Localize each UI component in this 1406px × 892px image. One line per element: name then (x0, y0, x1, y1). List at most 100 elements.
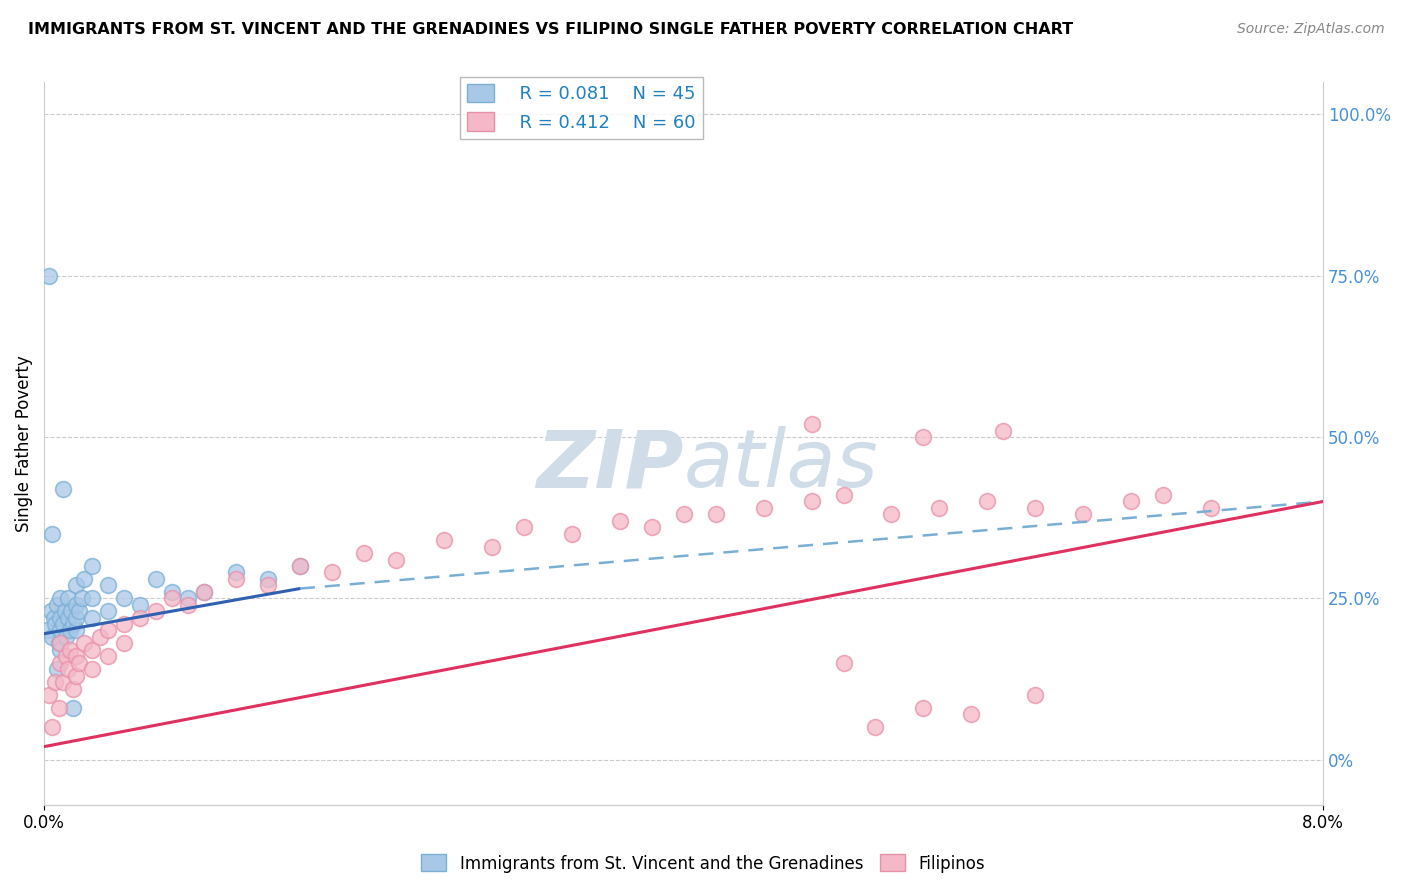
Point (129, 610, 152, 624)
Point (59, 643, 82, 657)
Point (56, 591, 79, 606)
Point (67, 604, 90, 618)
Point (52, 482, 75, 496)
Point (41, 526, 63, 541)
Point (80, 662, 103, 676)
Point (80, 610, 103, 624)
Point (65, 598, 87, 612)
Point (48, 636, 70, 650)
Point (62, 701, 84, 715)
Point (44, 675, 66, 690)
Legend: Immigrants from St. Vincent and the Grenadines, Filipinos: Immigrants from St. Vincent and the Gren… (415, 847, 991, 880)
Point (129, 598, 152, 612)
Point (704, 508, 727, 522)
Point (112, 591, 135, 606)
Point (1024, 500, 1046, 515)
Point (640, 520, 662, 534)
Point (72, 591, 94, 606)
Point (1152, 488, 1174, 502)
Point (39, 604, 62, 618)
Point (288, 559, 311, 574)
Point (41, 720, 63, 734)
Point (1121, 494, 1143, 508)
Legend:   R = 0.081    N = 45,   R = 0.412    N = 60: R = 0.081 N = 45, R = 0.412 N = 60 (460, 77, 703, 139)
Point (976, 494, 998, 508)
Point (80, 559, 103, 574)
Point (49, 643, 72, 657)
Point (53, 604, 76, 618)
Point (112, 636, 135, 650)
Point (225, 566, 247, 580)
Point (353, 546, 375, 560)
Point (41, 630, 63, 644)
Point (145, 604, 167, 618)
Point (481, 540, 503, 554)
Point (44, 617, 66, 632)
Point (37, 624, 59, 638)
Point (257, 578, 280, 592)
Point (45, 662, 67, 676)
Point (513, 520, 536, 534)
Point (65, 649, 87, 664)
Point (288, 559, 311, 574)
Point (49, 636, 72, 650)
Point (193, 584, 215, 599)
Text: atlas: atlas (683, 426, 879, 504)
Point (177, 591, 200, 606)
Point (928, 500, 950, 515)
Point (97, 624, 120, 638)
Point (62, 617, 84, 632)
Point (49, 656, 72, 670)
Point (177, 598, 200, 612)
Point (145, 572, 167, 586)
Point (49, 591, 72, 606)
Point (832, 656, 855, 670)
Text: IMMIGRANTS FROM ST. VINCENT AND THE GRENADINES VS FILIPINO SINGLE FATHER POVERTY: IMMIGRANTS FROM ST. VINCENT AND THE GREN… (28, 22, 1073, 37)
Point (97, 649, 120, 664)
Point (38, 268, 60, 283)
Point (56, 662, 79, 676)
Point (1071, 508, 1094, 522)
Point (97, 604, 120, 618)
Point (672, 508, 695, 522)
Point (49, 610, 72, 624)
Point (97, 578, 120, 592)
Point (912, 701, 935, 715)
Point (112, 617, 135, 632)
Point (225, 572, 247, 586)
Point (52, 617, 75, 632)
Point (48, 701, 70, 715)
Text: ZIP: ZIP (536, 426, 683, 504)
Point (73, 636, 96, 650)
Point (960, 707, 983, 722)
Point (60, 604, 83, 618)
Point (55, 630, 77, 644)
Point (752, 500, 775, 515)
Point (62, 681, 84, 696)
Point (56, 610, 79, 624)
Point (609, 514, 631, 528)
Point (65, 610, 87, 624)
Point (65, 624, 87, 638)
Point (865, 720, 887, 734)
Point (80, 591, 103, 606)
Point (65, 578, 87, 592)
Point (160, 591, 183, 606)
Point (912, 430, 935, 444)
Point (80, 643, 103, 657)
Text: Source: ZipAtlas.com: Source: ZipAtlas.com (1237, 22, 1385, 37)
Point (1024, 688, 1046, 702)
Point (561, 526, 583, 541)
Point (49, 624, 72, 638)
Point (800, 494, 823, 508)
Point (52, 675, 75, 690)
Point (993, 424, 1015, 438)
Point (800, 417, 823, 431)
Point (45, 598, 67, 612)
Point (832, 488, 855, 502)
Point (59, 624, 82, 638)
Point (89, 630, 111, 644)
Point (42, 610, 65, 624)
Point (880, 508, 903, 522)
Point (55, 649, 77, 664)
